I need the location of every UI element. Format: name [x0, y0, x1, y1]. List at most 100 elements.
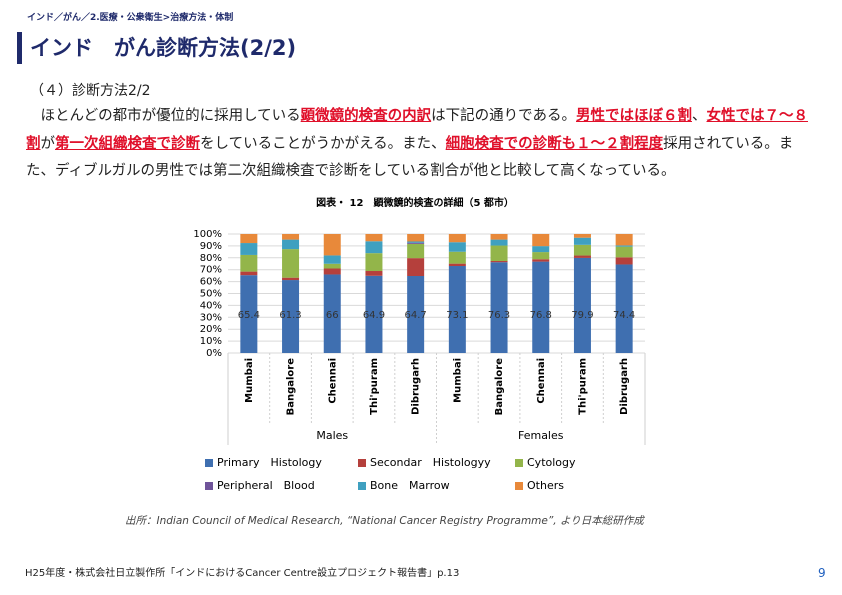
legend-swatch: [205, 482, 213, 490]
x-tick-label: Mumbai: [244, 358, 255, 403]
text: が: [40, 135, 56, 152]
bar-segment: [282, 239, 300, 250]
text: は下記の通りである。: [431, 108, 576, 124]
bar-segment: [490, 261, 508, 263]
section-heading: （４）診断方法2/2: [30, 83, 151, 99]
legend-label: Cytology: [527, 456, 576, 469]
bar-segment: [448, 242, 466, 252]
highlight-text: 第一次組織検査で診断: [55, 135, 200, 152]
bar-segment: [573, 255, 591, 258]
y-tick-label: 20%: [200, 324, 222, 335]
bar-segment: [365, 271, 383, 276]
title-bar: [17, 32, 22, 64]
bar-segment: [407, 234, 425, 242]
y-tick-label: 90%: [200, 241, 222, 252]
bar-segment: [240, 254, 258, 272]
bar-segment: [282, 277, 300, 281]
y-tick-label: 10%: [200, 336, 222, 347]
text: 採用されている。また、ディブルガルの男性では第二次組織検査で診断をしている割合が…: [26, 135, 794, 180]
legend-swatch: [515, 482, 523, 490]
data-label: 74.4: [613, 310, 635, 321]
x-tick-label: Bangalore: [286, 358, 297, 416]
group-label: Males: [316, 429, 348, 442]
x-tick-label: Dibrugarh: [411, 358, 422, 415]
bar-segment: [323, 268, 341, 275]
bar-segment: [323, 255, 341, 264]
x-tick-label: Chennai: [536, 358, 547, 404]
text: 、: [692, 108, 707, 124]
bar-segment: [240, 234, 258, 244]
bar-segment: [573, 257, 591, 353]
bar-segment: [407, 258, 425, 277]
paragraph: ほとんどの都市が優位的に採用している顕微鏡的検査の内訳は下記の通りである。男性で…: [26, 103, 816, 186]
bar-segment: [407, 242, 425, 244]
data-label: 76.8: [530, 310, 552, 321]
legend-swatch: [205, 459, 213, 467]
bar-segment: [365, 253, 383, 272]
chart-title: 図表・ 12 顕微鏡的検査の詳細（5 都市）: [316, 196, 514, 209]
bar-segment: [490, 262, 508, 353]
legend-swatch: [358, 482, 366, 490]
legend-swatch: [358, 459, 366, 467]
x-tick-label: Mumbai: [452, 358, 463, 403]
legend-label: Peripheral Blood: [217, 479, 315, 492]
bar-segment: [615, 245, 633, 247]
data-label: 79.9: [571, 310, 593, 321]
bar-segment: [365, 234, 383, 242]
bar-segment: [615, 234, 633, 246]
bar-segment: [323, 234, 341, 256]
legend-label: Secondar Histologyy: [370, 456, 491, 469]
y-tick-label: 80%: [200, 253, 222, 264]
data-label: 76.3: [488, 310, 510, 321]
legend-label: Primary Histology: [217, 456, 322, 469]
data-label: 64.9: [363, 310, 385, 321]
legend-label: Others: [527, 479, 564, 492]
y-tick-label: 70%: [200, 265, 222, 276]
bar-segment: [532, 261, 550, 353]
bar-segment: [615, 264, 633, 353]
chart: 図表・ 12 顕微鏡的検査の詳細（5 都市）0%10%20%30%40%50%6…: [125, 196, 646, 527]
highlight-text: 女性では７～８割: [26, 108, 808, 152]
bar-segment: [407, 276, 425, 353]
bar-segment: [573, 237, 591, 245]
y-tick-label: 0%: [206, 348, 222, 359]
bar-segment: [282, 234, 300, 240]
bar-segment: [240, 271, 258, 276]
bar-segment: [282, 249, 300, 278]
data-label: 73.1: [446, 310, 468, 321]
highlight-text: 男性ではほぼ６割: [576, 108, 692, 124]
bar-segment: [365, 275, 383, 353]
bar-segment: [323, 263, 341, 269]
bar-segment: [490, 239, 508, 246]
bar-segment: [532, 252, 550, 260]
x-tick-label: Bangalore: [494, 358, 505, 416]
data-label: 64.7: [405, 310, 427, 321]
bar-segment: [365, 241, 383, 254]
x-tick-label: Chennai: [327, 358, 338, 404]
page-number: 9: [818, 566, 826, 580]
bar-segment: [615, 257, 633, 265]
bar-segment: [532, 259, 550, 262]
bar-segment: [532, 234, 550, 247]
bar-segment: [448, 251, 466, 264]
bar-segment: [282, 280, 300, 353]
data-label: 66: [326, 310, 339, 321]
footer-reference: H25年度・株式会社日立製作所「インドにおけるCancer Centre設立プロ…: [25, 568, 460, 579]
x-tick-label: Thi'puram: [369, 358, 380, 415]
y-tick-label: 100%: [193, 229, 222, 240]
breadcrumb: インド／がん／2.医療・公衆衛生>治療方法・体制: [27, 13, 234, 23]
y-tick-label: 50%: [200, 289, 222, 300]
bar-segment: [240, 275, 258, 353]
x-tick-label: Thi'puram: [577, 358, 588, 415]
y-tick-label: 30%: [200, 312, 222, 323]
bar-segment: [615, 246, 633, 258]
data-label: 61.3: [279, 310, 301, 321]
bar-segment: [448, 263, 466, 267]
bar-segment: [490, 234, 508, 240]
bar-segment: [573, 244, 591, 256]
legend-label: Bone Marrow: [370, 479, 450, 492]
highlight-text: 細胞検査での診断も１～２割程度: [445, 135, 664, 152]
x-tick-label: Dibrugarh: [619, 358, 630, 415]
legend-swatch: [515, 459, 523, 467]
